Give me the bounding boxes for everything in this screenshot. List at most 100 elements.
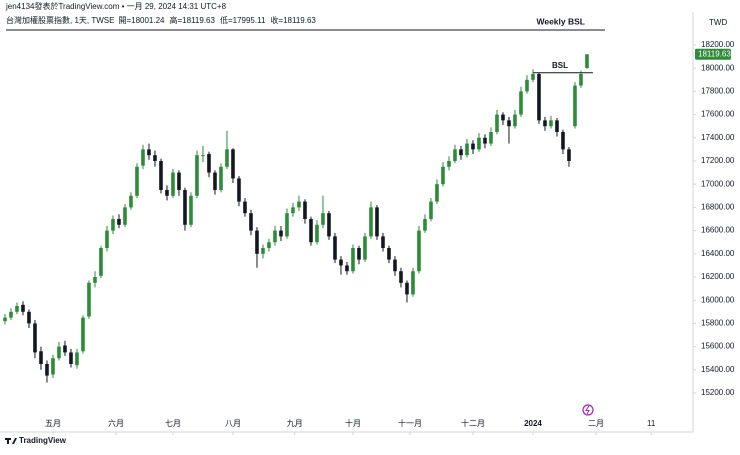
y-tick-label: 16400.00 (701, 249, 735, 258)
candle-body (555, 120, 559, 132)
candle-body (237, 178, 241, 202)
candle-body (363, 236, 367, 260)
candle-body (39, 351, 43, 365)
candle-body (231, 149, 235, 179)
candle-body (207, 154, 211, 173)
candle-body (51, 358, 55, 375)
candle-body (267, 242, 271, 248)
y-tick-label: 15800.00 (701, 319, 735, 328)
candle-body (63, 345, 67, 353)
candle-body (573, 85, 577, 127)
candle-body (309, 218, 313, 243)
candle-body (381, 236, 385, 248)
candle-body (261, 247, 265, 254)
y-tick-label: 16800.00 (701, 202, 735, 211)
candle-body (567, 149, 571, 161)
candle-body (477, 137, 481, 150)
candle-body (75, 352, 79, 366)
candle-body (465, 143, 469, 156)
y-tick-label: 17800.00 (701, 86, 735, 95)
candle-body (495, 114, 499, 132)
candle-body (27, 311, 31, 324)
candle-body (399, 271, 403, 283)
candle-body (15, 306, 19, 312)
candle-body (369, 207, 373, 237)
candle-body (405, 282, 409, 295)
candle-body (489, 131, 493, 144)
candle-body (141, 149, 145, 166)
candle-body (171, 172, 175, 196)
y-tick-label: 18200.00 (701, 40, 735, 49)
x-tick-label: 五月 (45, 419, 61, 428)
y-tick-label: 15200.00 (701, 388, 735, 397)
x-tick-label: 十一月 (398, 418, 422, 428)
y-tick-label: 16200.00 (701, 272, 735, 281)
candle-body (531, 73, 535, 80)
candle-body (273, 230, 277, 243)
candle-body (585, 54, 589, 69)
candle-body (285, 213, 289, 237)
candle-body (69, 352, 73, 365)
y-tick-label: 16000.00 (701, 295, 735, 304)
candle-body (93, 277, 97, 283)
chart-title: Weekly BSL (536, 16, 585, 26)
brand-logo (5, 438, 17, 444)
candle-body (483, 137, 487, 144)
candle-body (99, 247, 103, 276)
candle-body (357, 247, 361, 260)
candle-body (561, 131, 565, 150)
candle-body (387, 247, 391, 260)
candle-body (147, 149, 151, 156)
symbol: 台灣加權股票指數, 1天, TWSE (6, 15, 114, 25)
candle-body (255, 230, 259, 254)
candle-body (321, 213, 325, 225)
y-tick-label: 17200.00 (701, 156, 735, 165)
candle-body (105, 230, 109, 248)
candle-body (87, 282, 91, 317)
x-tick-label: 十二月 (461, 418, 485, 428)
candle-body (177, 172, 181, 190)
y-tick-label: 17000.00 (701, 179, 735, 188)
candle-body (579, 73, 583, 86)
x-tick-label: 11 (647, 419, 656, 428)
candle-body (543, 120, 547, 127)
candle-body (111, 218, 115, 231)
candle-body (9, 311, 13, 318)
candle-body (459, 149, 463, 156)
candle-body (351, 247, 355, 272)
candle-body (45, 364, 49, 376)
candle-body (297, 201, 301, 208)
candle-body (291, 207, 295, 214)
ohlc-value: 開=18001.24 (118, 16, 165, 25)
candle-body (81, 317, 85, 352)
candle-body (513, 114, 517, 127)
ohlc-value: 高=18119.63 (170, 15, 216, 25)
y-tick-label: 16600.00 (701, 226, 735, 235)
candle-body (525, 79, 529, 92)
candle-body (393, 259, 397, 272)
candle-body (549, 120, 553, 127)
candle-body (501, 114, 505, 121)
candle-body (153, 155, 157, 161)
candle-body (195, 155, 199, 196)
candle-body (213, 172, 217, 190)
candle-body (471, 143, 475, 150)
candle-body (123, 207, 127, 225)
candle-body (249, 213, 253, 231)
y-tick-label: 15400.00 (701, 365, 735, 374)
candle-body (159, 160, 163, 190)
last-price-label: 18119.63 (698, 49, 731, 58)
candle-body (423, 218, 427, 231)
y-tick-label: 15600.00 (701, 342, 735, 351)
event-icon[interactable] (582, 404, 594, 416)
candle-body (129, 195, 133, 208)
candle-body (219, 166, 223, 190)
x-tick-label: 六月 (108, 418, 124, 428)
x-tick-label: 八月 (225, 419, 241, 428)
x-tick-label: 二月 (588, 419, 604, 428)
candle-body (21, 304, 25, 312)
candle-body (453, 149, 457, 161)
candle-body (201, 155, 205, 157)
bsl-label: BSL (552, 61, 568, 70)
candle-body (417, 230, 421, 272)
